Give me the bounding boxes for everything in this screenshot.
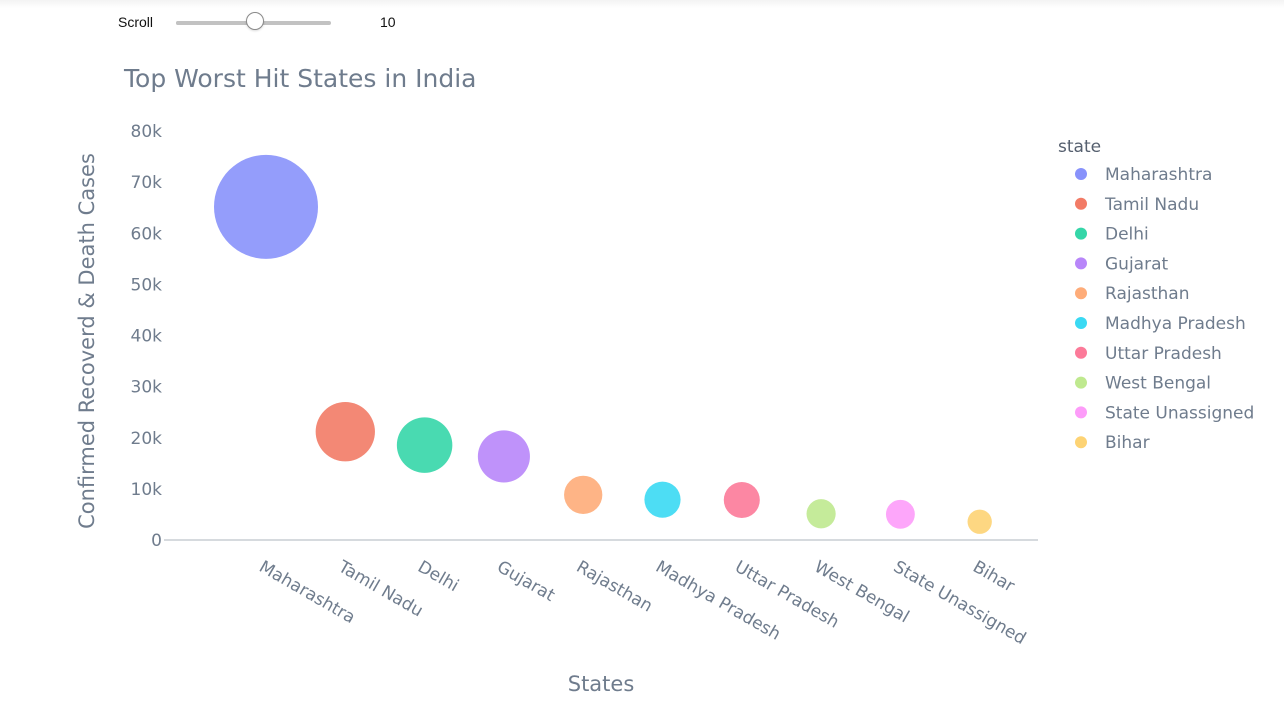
legend-item-label[interactable]: West Bengal (1105, 374, 1211, 394)
y-tick-label: 60k (131, 224, 163, 244)
legend-marker[interactable] (1075, 317, 1087, 329)
legend-item-label[interactable]: Delhi (1105, 225, 1149, 245)
legend-marker[interactable] (1075, 168, 1087, 180)
bubbles (214, 154, 992, 534)
slider-thumb[interactable] (246, 12, 265, 30)
legend-marker[interactable] (1075, 346, 1087, 359)
legend-marker[interactable] (1075, 436, 1087, 449)
y-tick-label: 80k (131, 122, 163, 142)
slider-label: Scroll (118, 14, 154, 30)
y-tick-label: 30k (131, 378, 163, 398)
y-axis: 0 10k 20k 30k 40k 50k 60k 70k 80k (131, 122, 163, 551)
legend-marker[interactable] (1075, 197, 1087, 210)
y-tick-label: 50k (131, 275, 163, 295)
top-shadow (0, 0, 1284, 8)
slider-value: 10 (380, 14, 396, 30)
chart-title: Top Worst Hit States in India (123, 64, 476, 93)
legend-item-label[interactable]: Bihar (1105, 433, 1150, 453)
y-axis-label: Confirmed Recoverd & Death Cases (75, 153, 99, 529)
bubble-state-unassigned[interactable] (885, 499, 915, 529)
bubble-maharashtra[interactable] (214, 154, 318, 259)
legend-marker[interactable] (1075, 227, 1087, 240)
y-tick-label: 70k (131, 173, 163, 193)
y-tick-label: 40k (131, 327, 163, 347)
legend-marker[interactable] (1075, 406, 1087, 419)
x-tick-label: Delhi (414, 557, 462, 596)
legend-item-label[interactable]: Uttar Pradesh (1105, 344, 1222, 364)
legend: state Maharashtra Tamil Nadu Delhi Gujarat R… (1058, 137, 1254, 453)
bubble-tamil-nadu[interactable] (315, 402, 375, 462)
slider-fill (176, 21, 256, 25)
x-axis-label: States (568, 672, 635, 696)
bubble-rajasthan[interactable] (564, 475, 603, 514)
legend-item-label[interactable]: State Unassigned (1105, 403, 1254, 423)
legend-item-label[interactable]: Maharashtra (1105, 165, 1212, 185)
legend-title: state (1058, 137, 1101, 157)
y-tick-label: 20k (131, 429, 163, 449)
legend-marker[interactable] (1075, 287, 1087, 300)
y-tick-label: 10k (131, 480, 163, 500)
legend-item-label[interactable]: Madhya Pradesh (1105, 314, 1246, 334)
bubble-uttar-pradesh[interactable] (723, 481, 760, 519)
x-tick-label: Bihar (969, 557, 1018, 597)
bubble-bihar[interactable] (967, 509, 992, 534)
bubble-gujarat[interactable] (477, 430, 530, 483)
x-tick-label: Gujarat (493, 557, 558, 606)
bubble-west-bengal[interactable] (806, 499, 836, 529)
legend-item-label[interactable]: Tamil Nadu (1104, 195, 1199, 215)
y-tick-label: 0 (151, 531, 162, 551)
x-tick-label: State Unassigned (890, 557, 1029, 649)
legend-marker[interactable] (1075, 376, 1087, 389)
bubble-delhi[interactable] (396, 417, 453, 473)
legend-item-label[interactable]: Rajasthan (1105, 284, 1190, 304)
bubble-madhya-pradesh[interactable] (644, 481, 681, 518)
legend-item-label[interactable]: Gujarat (1105, 254, 1168, 274)
legend-marker[interactable] (1075, 257, 1087, 270)
x-tick-label: Rajasthan (573, 557, 656, 617)
